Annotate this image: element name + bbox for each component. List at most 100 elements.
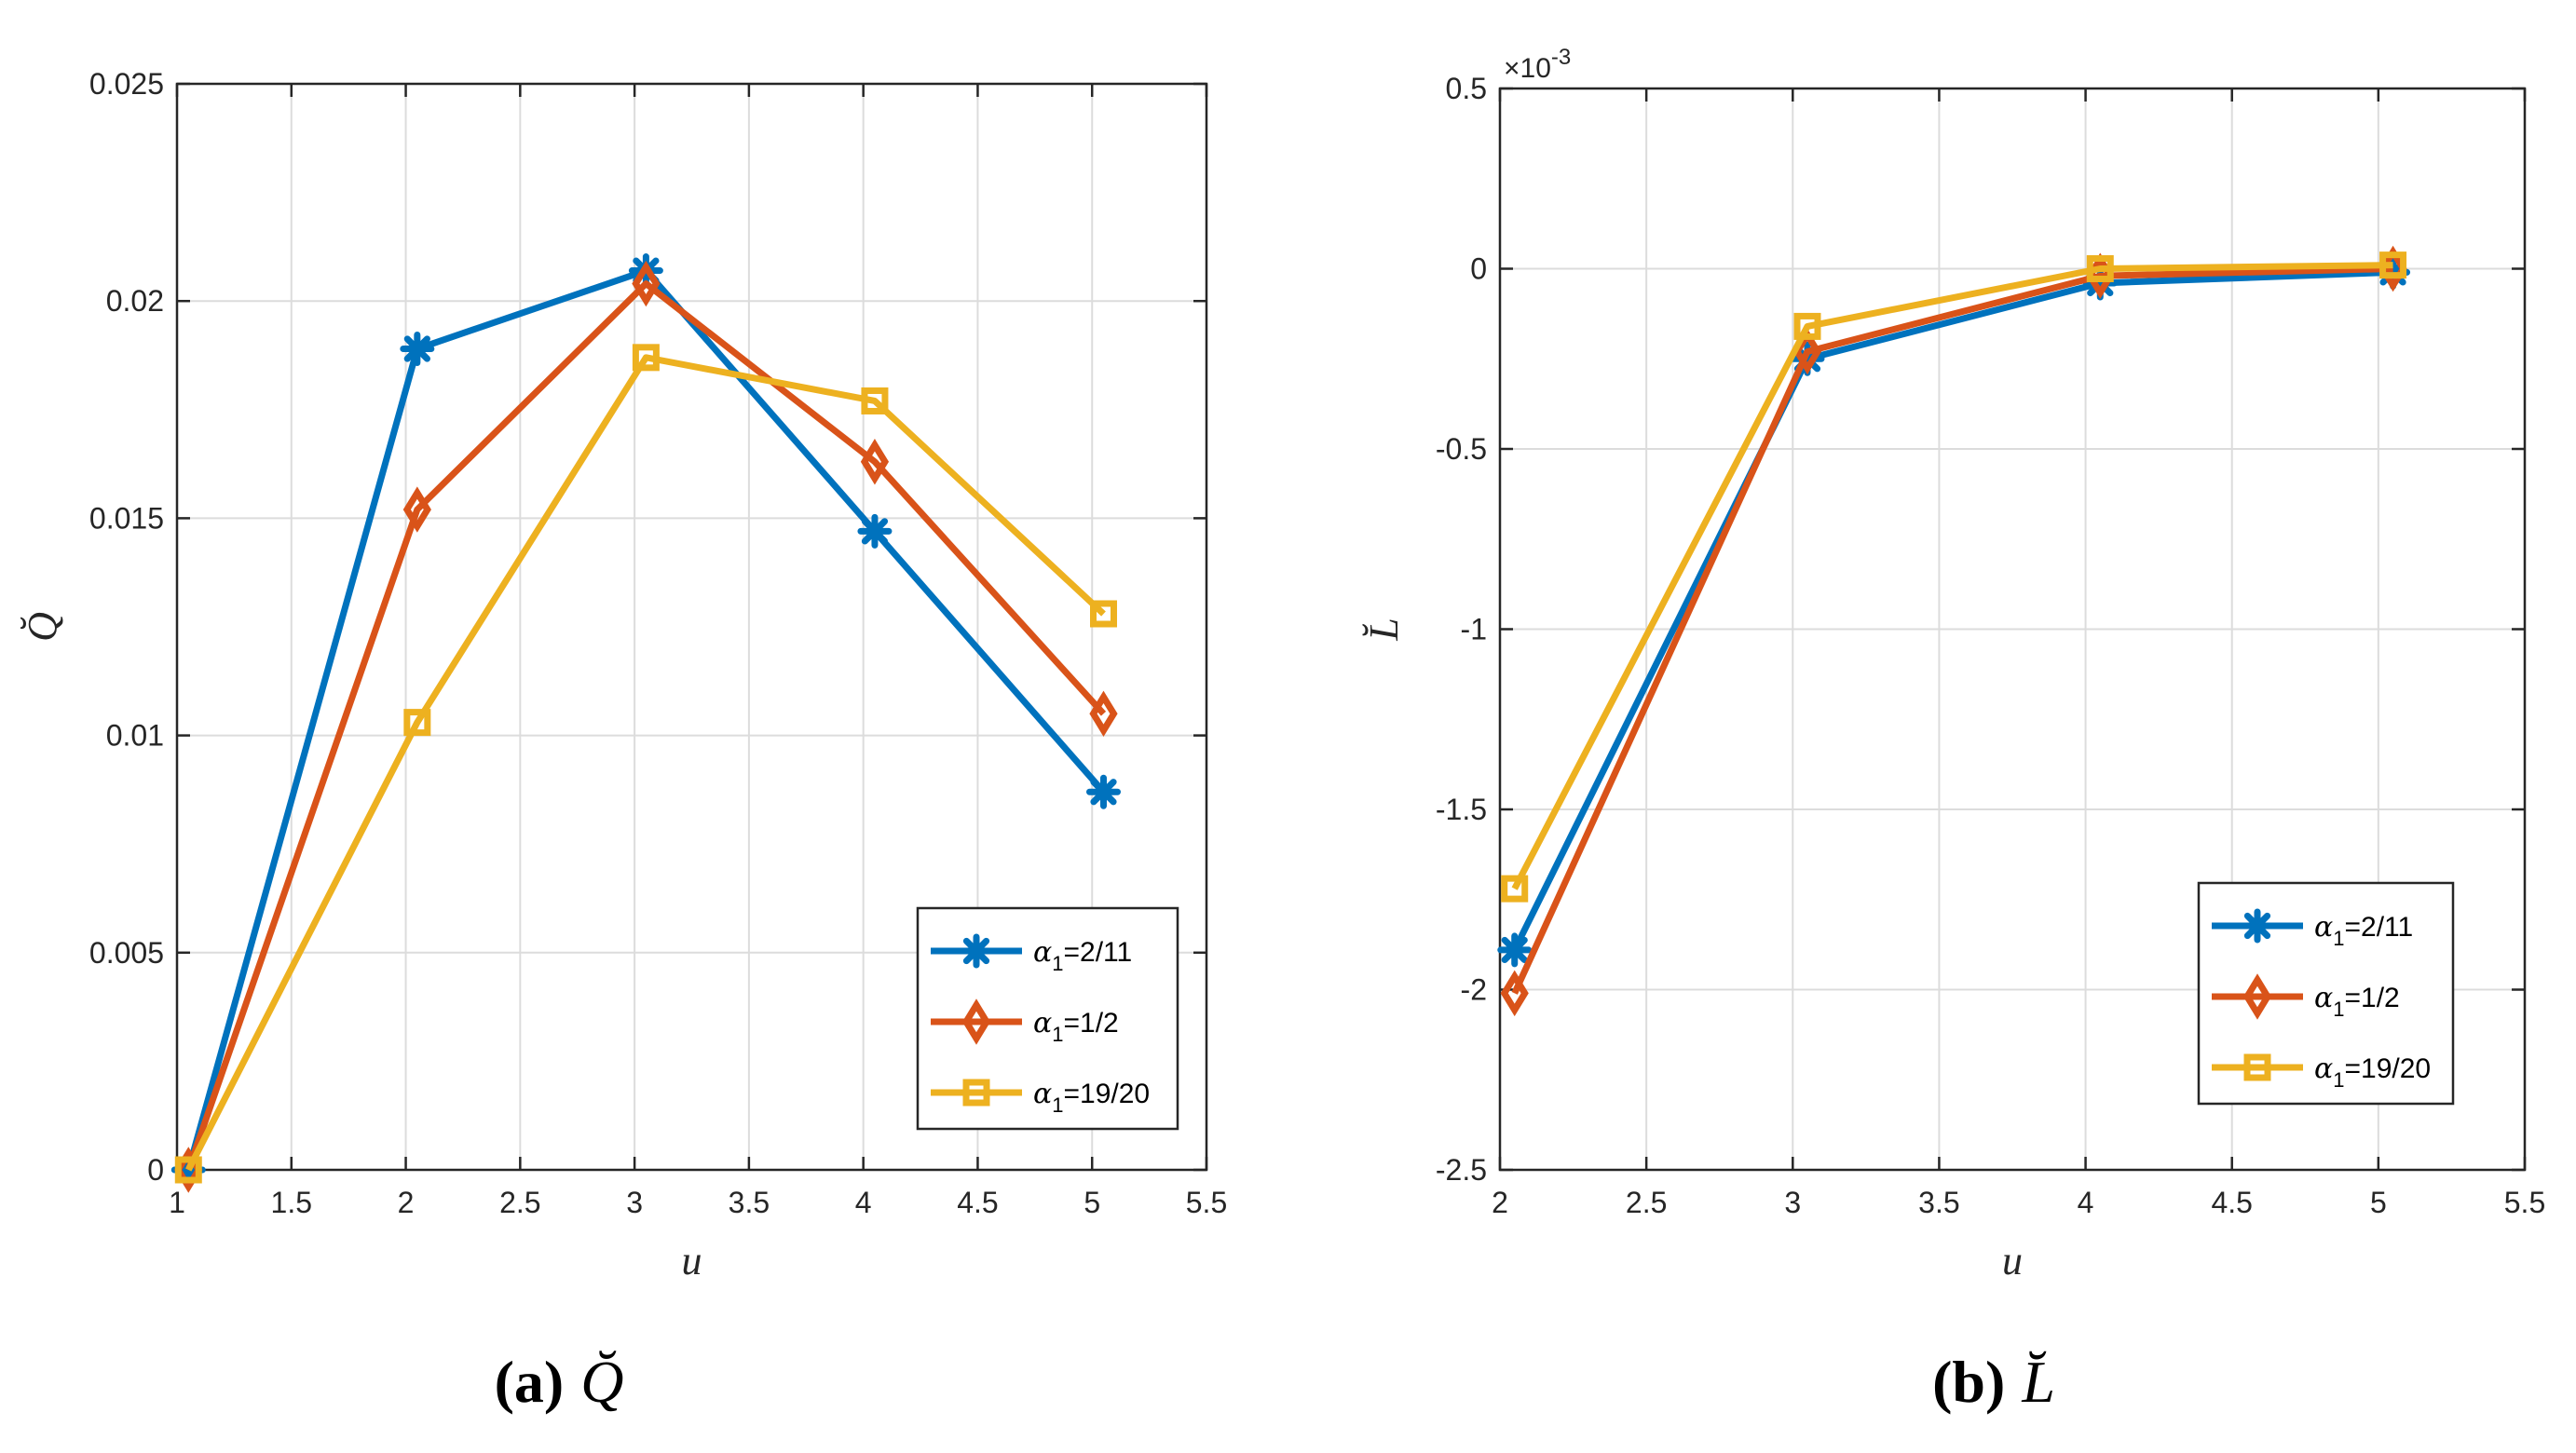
panel-b-legend-alpha: α — [2314, 911, 2333, 944]
panel-a-legend-label-1: α1=1/2 — [1033, 1007, 1119, 1046]
panel-a-x-tick-label: 1.5 — [271, 1186, 312, 1219]
panel-a-chart: 1 1.5 2 2.5 3 3.5 4 4.5 5 5.5 0 0.005 0.01 0.015 0.02 0… — [20, 67, 1227, 1283]
panel-a-x-tick-label: 4 — [855, 1186, 872, 1219]
panel-b-series-line-0 — [1511, 268, 2393, 952]
panel-a-legend-marker-0 — [959, 933, 994, 969]
panel-b-y-tick-label: -0.5 — [1436, 432, 1487, 466]
panel-a-series-line-1 — [184, 280, 1107, 1172]
panel-a-series-0-point — [857, 513, 893, 549]
panel-b-y-tick-label: -1 — [1461, 613, 1487, 646]
panel-a-legend-marker-0-stroke — [962, 937, 990, 965]
panel-a-legend-alpha: α — [1033, 1007, 1052, 1039]
panel-a-y-tick-label: 0.02 — [106, 284, 164, 318]
panel-a-x-tick-label: 3 — [626, 1186, 643, 1219]
panel-b-x-tick-label: 5 — [2370, 1186, 2387, 1219]
panel-b-legend-marker-0-stroke — [2243, 912, 2271, 940]
panel-b-x-tick-label: 2.5 — [1626, 1186, 1667, 1219]
panel-b-legend-suffix: =19/20 — [2345, 1053, 2432, 1084]
panel-a-legend-suffix: =19/20 — [1064, 1079, 1151, 1109]
panel-a-legend-suffix: =2/11 — [1064, 937, 1133, 968]
caption-b: (b) L̆ — [1932, 1349, 2055, 1415]
panel-a-series-0-point — [400, 332, 435, 367]
panel-a-y-tick-label: 0.005 — [89, 936, 164, 970]
panel-a-series-2-point — [174, 1156, 202, 1184]
panel-b-y-tick-label: -2.5 — [1436, 1153, 1487, 1187]
panel-a-series-0-point-stroke — [1090, 779, 1117, 806]
panel-a-legend-suffix: =1/2 — [1064, 1008, 1119, 1039]
panel-b-legend-marker-1 — [2242, 973, 2272, 1020]
caption-a-label: (a) — [495, 1349, 565, 1415]
panel-a-legend-alpha: α — [1033, 936, 1052, 969]
panel-b-x-tick-label: 5.5 — [2504, 1186, 2545, 1219]
panel-b-legend-suffix: =2/11 — [2345, 912, 2414, 943]
panel-a-series-1-point — [632, 260, 661, 307]
panel-b-y-tick-label: 0.5 — [1446, 72, 1487, 105]
panel-a-series-1-point — [174, 1147, 203, 1193]
panel-b-y-tick-label: 0 — [1470, 252, 1487, 286]
caption-b-symbol: L̆ — [2021, 1349, 2055, 1415]
panel-b-x-tick-label: 4 — [2078, 1186, 2094, 1219]
panel-b-series-2-point — [1793, 312, 1821, 340]
panel-b-y-axis-label: L̆ — [1361, 618, 1407, 641]
panel-a-series-0-point — [1086, 774, 1121, 809]
caption-b-label: (b) — [1932, 1349, 2005, 1415]
panel-a-x-tick-label: 3.5 — [729, 1186, 770, 1219]
panel-b-series-0-point — [1497, 932, 1533, 968]
panel-b-y-exponent: ×10-3 — [1504, 45, 1571, 84]
panel-a-x-tick-label: 2 — [398, 1186, 415, 1219]
panel-b-series-line-1 — [1511, 265, 2393, 995]
panel-a-x-axis-label: u — [682, 1238, 702, 1283]
panel-b-x-tick-label: 3.5 — [1918, 1186, 1959, 1219]
panel-a-y-tick-label: 0.01 — [106, 719, 164, 753]
panel-b-series-2-point — [2379, 251, 2407, 279]
panel-a-legend-sub: 1 — [1052, 1093, 1063, 1117]
panel-a-series-2-point — [403, 709, 431, 737]
panel-b-legend-sub: 1 — [2333, 1068, 2344, 1092]
panel-b-legend-suffix: =1/2 — [2345, 983, 2400, 1013]
panel-a-series-2-point — [632, 344, 660, 372]
panel-a-x-tick-label: 5.5 — [1186, 1186, 1227, 1219]
caption-a: (a) Q̆ — [495, 1349, 624, 1415]
panel-b-legend-alpha: α — [2314, 982, 2333, 1014]
panel-b-legend-label-1: α1=1/2 — [2314, 982, 2400, 1021]
panel-a-x-tick-label: 5 — [1084, 1186, 1100, 1219]
panel-a-series-1-point — [860, 439, 890, 485]
panel-b-series-2-point — [2086, 255, 2114, 282]
panel-b-y-tick-label: -2 — [1461, 973, 1487, 1007]
panel-b-legend-marker-0 — [2240, 908, 2275, 944]
panel-a-series-line-2 — [185, 354, 1106, 1172]
panel-a-y-tick-label: 0 — [147, 1153, 164, 1187]
panel-a-series-1-point — [402, 486, 431, 533]
panel-b-x-axis-label: u — [2002, 1238, 2023, 1283]
panel-b-series-1-point — [1500, 970, 1529, 1017]
panel-a-legend-marker-1 — [961, 998, 991, 1045]
caption-a-symbol: Q̆ — [580, 1349, 623, 1415]
panel-a-series-1-point — [1089, 690, 1118, 737]
panel-b-series-2-point — [1501, 875, 1529, 903]
panel-a-legend-label-2: α1=19/20 — [1033, 1078, 1150, 1117]
panel-b-x-tick-label: 4.5 — [2211, 1186, 2252, 1219]
panel-b-series-0-point-stroke — [1501, 936, 1528, 964]
panel-a-legend-label-0: α1=2/11 — [1033, 936, 1132, 975]
panel-b-series-line-2 — [1511, 262, 2393, 890]
panel-b-x-tick-label: 3 — [1784, 1186, 1801, 1219]
panel-a-y-tick-label: 0.025 — [89, 67, 164, 101]
panel-b-x-tick-label: 2 — [1492, 1186, 1508, 1219]
panel-a-legend-sub: 1 — [1052, 952, 1063, 975]
panel-a-axes-box — [175, 82, 1208, 1172]
panel-a-series-0-point-stroke — [861, 518, 889, 545]
panel-a-y-axis-label: Q̆ — [20, 612, 65, 642]
panel-a-legend-marker-2 — [962, 1079, 990, 1107]
panel-b-legend-sub: 1 — [2333, 927, 2344, 950]
panel-a-series-0-point-stroke — [403, 335, 430, 362]
panel-a-y-tick-label: 0.015 — [89, 501, 164, 535]
panel-a-series-2-point — [1090, 600, 1117, 628]
panel-b-y-exponent-power: -3 — [1551, 45, 1571, 70]
panel-b-y-tick-label: -1.5 — [1436, 793, 1487, 826]
panel-b-legend-sub: 1 — [2333, 998, 2344, 1021]
panel-a-series-2-point — [861, 387, 889, 414]
panel-b-legend-label-2: α1=19/20 — [2314, 1052, 2431, 1092]
panel-b-legend-marker-2 — [2243, 1053, 2271, 1081]
panel-b-legend-label-0: α1=2/11 — [2314, 911, 2413, 950]
